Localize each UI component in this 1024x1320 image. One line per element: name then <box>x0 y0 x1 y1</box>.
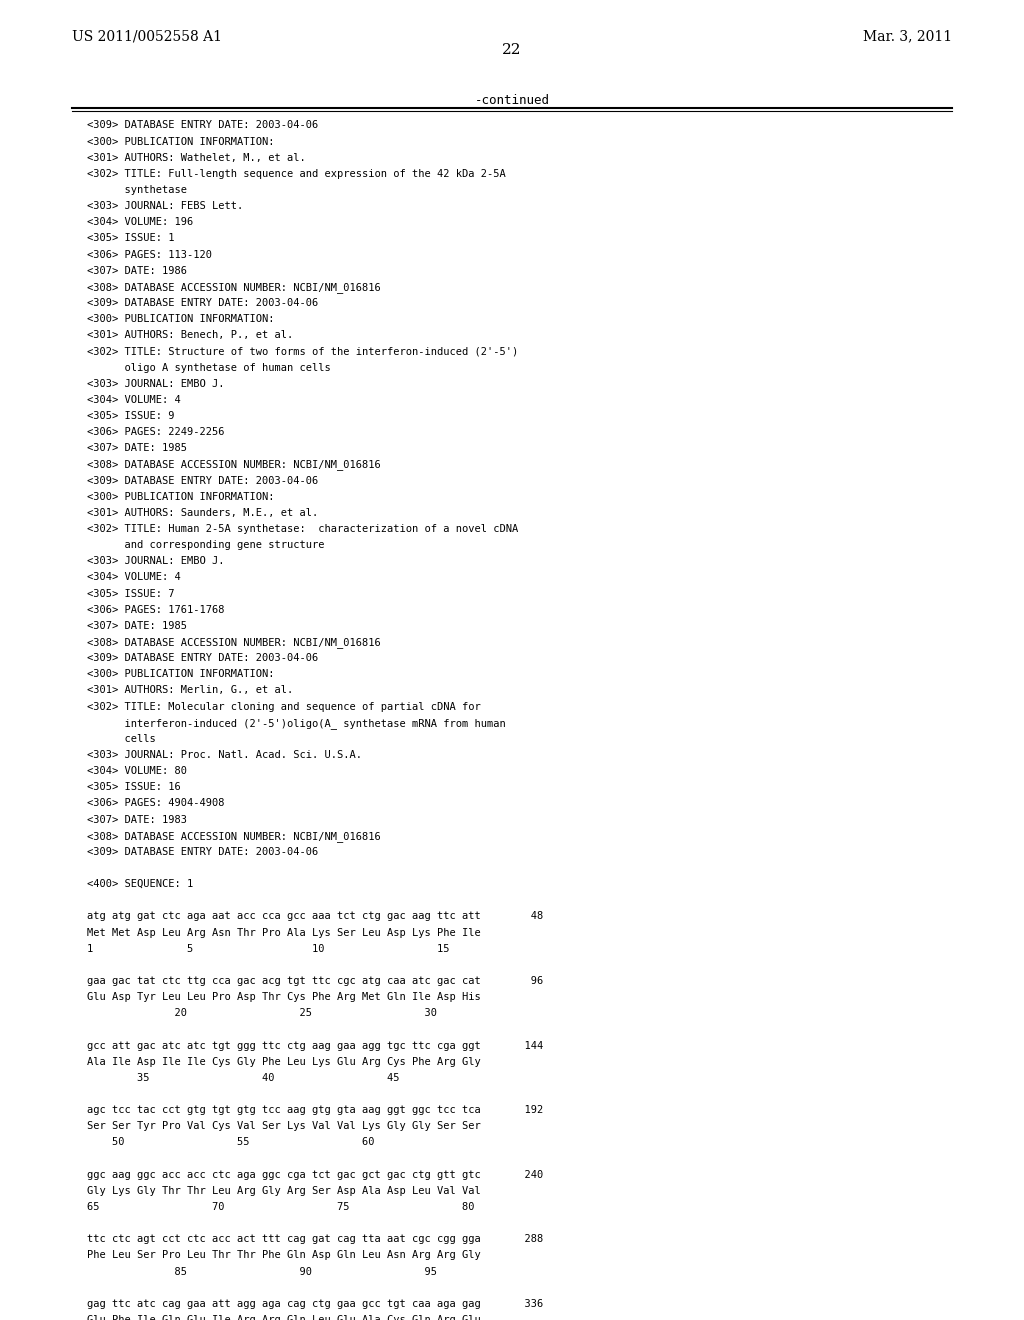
Text: cells: cells <box>87 734 156 744</box>
Text: US 2011/0052558 A1: US 2011/0052558 A1 <box>72 29 221 44</box>
Text: <305> ISSUE: 7: <305> ISSUE: 7 <box>87 589 174 598</box>
Text: -continued: -continued <box>474 94 550 107</box>
Text: <305> ISSUE: 9: <305> ISSUE: 9 <box>87 411 174 421</box>
Text: gaa gac tat ctc ttg cca gac acg tgt ttc cgc atg caa atc gac cat        96: gaa gac tat ctc ttg cca gac acg tgt ttc … <box>87 975 544 986</box>
Text: and corresponding gene structure: and corresponding gene structure <box>87 540 325 550</box>
Text: <301> AUTHORS: Merlin, G., et al.: <301> AUTHORS: Merlin, G., et al. <box>87 685 293 696</box>
Text: Met Met Asp Leu Arg Asn Thr Pro Ala Lys Ser Leu Asp Lys Phe Ile: Met Met Asp Leu Arg Asn Thr Pro Ala Lys … <box>87 928 481 937</box>
Text: <305> ISSUE: 1: <305> ISSUE: 1 <box>87 234 174 243</box>
Text: <302> TITLE: Full-length sequence and expression of the 42 kDa 2-5A: <302> TITLE: Full-length sequence and ex… <box>87 169 506 180</box>
Text: interferon-induced (2'-5')oligo(A_ synthetase mRNA from human: interferon-induced (2'-5')oligo(A_ synth… <box>87 718 506 729</box>
Text: <309> DATABASE ENTRY DATE: 2003-04-06: <309> DATABASE ENTRY DATE: 2003-04-06 <box>87 120 318 131</box>
Text: <301> AUTHORS: Wathelet, M., et al.: <301> AUTHORS: Wathelet, M., et al. <box>87 153 306 162</box>
Text: <309> DATABASE ENTRY DATE: 2003-04-06: <309> DATABASE ENTRY DATE: 2003-04-06 <box>87 475 318 486</box>
Text: 65                  70                  75                  80: 65 70 75 80 <box>87 1203 474 1212</box>
Text: <308> DATABASE ACCESSION NUMBER: NCBI/NM_016816: <308> DATABASE ACCESSION NUMBER: NCBI/NM… <box>87 638 381 648</box>
Text: <301> AUTHORS: Saunders, M.E., et al.: <301> AUTHORS: Saunders, M.E., et al. <box>87 508 318 517</box>
Text: 85                  90                  95: 85 90 95 <box>87 1267 437 1276</box>
Text: <300> PUBLICATION INFORMATION:: <300> PUBLICATION INFORMATION: <box>87 492 274 502</box>
Text: <304> VOLUME: 4: <304> VOLUME: 4 <box>87 573 181 582</box>
Text: <307> DATE: 1983: <307> DATE: 1983 <box>87 814 187 825</box>
Text: ggc aag ggc acc acc ctc aga ggc cga tct gac gct gac ctg gtt gtc       240: ggc aag ggc acc acc ctc aga ggc cga tct … <box>87 1170 544 1180</box>
Text: <304> VOLUME: 196: <304> VOLUME: 196 <box>87 218 194 227</box>
Text: <306> PAGES: 4904-4908: <306> PAGES: 4904-4908 <box>87 799 224 808</box>
Text: Gly Lys Gly Thr Thr Leu Arg Gly Arg Ser Asp Ala Asp Leu Val Val: Gly Lys Gly Thr Thr Leu Arg Gly Arg Ser … <box>87 1185 481 1196</box>
Text: <302> TITLE: Human 2-5A synthetase:  characterization of a novel cDNA: <302> TITLE: Human 2-5A synthetase: char… <box>87 524 518 535</box>
Text: Mar. 3, 2011: Mar. 3, 2011 <box>863 29 952 44</box>
Text: 35                  40                  45: 35 40 45 <box>87 1073 399 1082</box>
Text: <303> JOURNAL: FEBS Lett.: <303> JOURNAL: FEBS Lett. <box>87 201 244 211</box>
Text: gcc att gac atc atc tgt ggg ttc ctg aag gaa agg tgc ttc cga ggt       144: gcc att gac atc atc tgt ggg ttc ctg aag … <box>87 1040 544 1051</box>
Text: <307> DATE: 1986: <307> DATE: 1986 <box>87 265 187 276</box>
Text: <303> JOURNAL: Proc. Natl. Acad. Sci. U.S.A.: <303> JOURNAL: Proc. Natl. Acad. Sci. U.… <box>87 750 362 760</box>
Text: <303> JOURNAL: EMBO J.: <303> JOURNAL: EMBO J. <box>87 556 224 566</box>
Text: Ser Ser Tyr Pro Val Cys Val Ser Lys Val Val Lys Gly Gly Ser Ser: Ser Ser Tyr Pro Val Cys Val Ser Lys Val … <box>87 1121 481 1131</box>
Text: agc tcc tac cct gtg tgt gtg tcc aag gtg gta aag ggt ggc tcc tca       192: agc tcc tac cct gtg tgt gtg tcc aag gtg … <box>87 1105 544 1115</box>
Text: 50                  55                  60: 50 55 60 <box>87 1138 375 1147</box>
Text: gag ttc atc cag gaa att agg aga cag ctg gaa gcc tgt caa aga gag       336: gag ttc atc cag gaa att agg aga cag ctg … <box>87 1299 544 1309</box>
Text: Ala Ile Asp Ile Ile Cys Gly Phe Leu Lys Glu Arg Cys Phe Arg Gly: Ala Ile Asp Ile Ile Cys Gly Phe Leu Lys … <box>87 1057 481 1067</box>
Text: Glu Phe Ile Gln Glu Ile Arg Arg Gln Leu Glu Ala Cys Gln Arg Glu: Glu Phe Ile Gln Glu Ile Arg Arg Gln Leu … <box>87 1315 481 1320</box>
Text: 1               5                   10                  15: 1 5 10 15 <box>87 944 450 954</box>
Text: <309> DATABASE ENTRY DATE: 2003-04-06: <309> DATABASE ENTRY DATE: 2003-04-06 <box>87 298 318 308</box>
Text: oligo A synthetase of human cells: oligo A synthetase of human cells <box>87 363 331 372</box>
Text: <303> JOURNAL: EMBO J.: <303> JOURNAL: EMBO J. <box>87 379 224 389</box>
Text: <309> DATABASE ENTRY DATE: 2003-04-06: <309> DATABASE ENTRY DATE: 2003-04-06 <box>87 653 318 663</box>
Text: <306> PAGES: 1761-1768: <306> PAGES: 1761-1768 <box>87 605 224 615</box>
Text: synthetase: synthetase <box>87 185 187 195</box>
Text: <308> DATABASE ACCESSION NUMBER: NCBI/NM_016816: <308> DATABASE ACCESSION NUMBER: NCBI/NM… <box>87 830 381 842</box>
Text: <300> PUBLICATION INFORMATION:: <300> PUBLICATION INFORMATION: <box>87 314 274 325</box>
Text: <308> DATABASE ACCESSION NUMBER: NCBI/NM_016816: <308> DATABASE ACCESSION NUMBER: NCBI/NM… <box>87 459 381 470</box>
Text: <301> AUTHORS: Benech, P., et al.: <301> AUTHORS: Benech, P., et al. <box>87 330 293 341</box>
Text: Glu Asp Tyr Leu Leu Pro Asp Thr Cys Phe Arg Met Gln Ile Asp His: Glu Asp Tyr Leu Leu Pro Asp Thr Cys Phe … <box>87 993 481 1002</box>
Text: <307> DATE: 1985: <307> DATE: 1985 <box>87 620 187 631</box>
Text: Phe Leu Ser Pro Leu Thr Thr Phe Gln Asp Gln Leu Asn Arg Arg Gly: Phe Leu Ser Pro Leu Thr Thr Phe Gln Asp … <box>87 1250 481 1261</box>
Text: <309> DATABASE ENTRY DATE: 2003-04-06: <309> DATABASE ENTRY DATE: 2003-04-06 <box>87 847 318 857</box>
Text: <305> ISSUE: 16: <305> ISSUE: 16 <box>87 783 181 792</box>
Text: <304> VOLUME: 80: <304> VOLUME: 80 <box>87 766 187 776</box>
Text: ttc ctc agt cct ctc acc act ttt cag gat cag tta aat cgc cgg gga       288: ttc ctc agt cct ctc acc act ttt cag gat … <box>87 1234 544 1245</box>
Text: <306> PAGES: 2249-2256: <306> PAGES: 2249-2256 <box>87 428 224 437</box>
Text: <300> PUBLICATION INFORMATION:: <300> PUBLICATION INFORMATION: <box>87 669 274 680</box>
Text: <302> TITLE: Molecular cloning and sequence of partial cDNA for: <302> TITLE: Molecular cloning and seque… <box>87 702 481 711</box>
Text: <302> TITLE: Structure of two forms of the interferon-induced (2'-5'): <302> TITLE: Structure of two forms of t… <box>87 346 518 356</box>
Text: 20                  25                  30: 20 25 30 <box>87 1008 437 1018</box>
Text: atg atg gat ctc aga aat acc cca gcc aaa tct ctg gac aag ttc att        48: atg atg gat ctc aga aat acc cca gcc aaa … <box>87 911 544 921</box>
Text: <300> PUBLICATION INFORMATION:: <300> PUBLICATION INFORMATION: <box>87 137 274 147</box>
Text: <306> PAGES: 113-120: <306> PAGES: 113-120 <box>87 249 212 260</box>
Text: <307> DATE: 1985: <307> DATE: 1985 <box>87 444 187 453</box>
Text: 22: 22 <box>502 44 522 57</box>
Text: <304> VOLUME: 4: <304> VOLUME: 4 <box>87 395 181 405</box>
Text: <400> SEQUENCE: 1: <400> SEQUENCE: 1 <box>87 879 194 890</box>
Text: <308> DATABASE ACCESSION NUMBER: NCBI/NM_016816: <308> DATABASE ACCESSION NUMBER: NCBI/NM… <box>87 282 381 293</box>
